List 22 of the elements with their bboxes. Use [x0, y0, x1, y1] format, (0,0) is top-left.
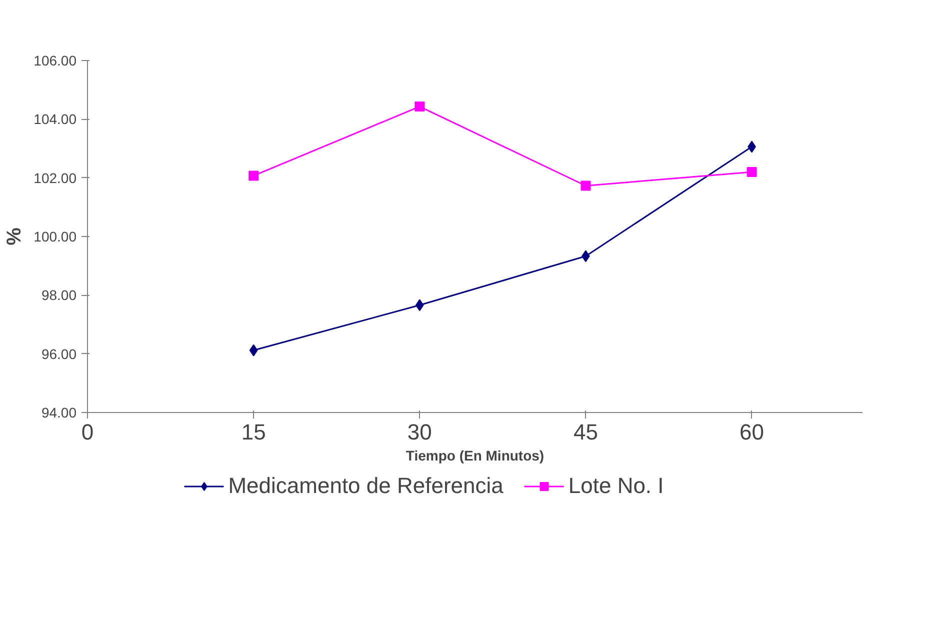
point	[249, 344, 258, 356]
x-tick-label: 0	[81, 420, 94, 444]
y-tick-label: 106.00	[34, 52, 77, 68]
point	[414, 102, 425, 112]
y-axis-title: %	[4, 227, 26, 246]
x-tick-label: 15	[241, 420, 266, 444]
y-tick-label: 98.00	[41, 287, 77, 304]
point	[746, 166, 757, 177]
point	[415, 299, 424, 312]
point	[248, 170, 259, 181]
x-axis-title: Tiempo (En Minutos)	[406, 448, 544, 464]
x-tick-label: 45	[573, 420, 598, 444]
x-tick-label: 60	[740, 420, 764, 444]
y-tick-label: 104.00	[34, 111, 77, 128]
point	[580, 180, 591, 191]
y-tick-label: 100.00	[34, 228, 77, 244]
x-tick-label: 30	[407, 420, 432, 444]
y-tick-label: 96.00	[41, 346, 77, 362]
legend-label: Medicamento de Referencia	[228, 473, 504, 499]
y-tick-label: 94.00	[41, 404, 77, 420]
y-tick-label: 102.00	[34, 170, 77, 186]
legend-label: Lote No. I	[568, 473, 664, 499]
